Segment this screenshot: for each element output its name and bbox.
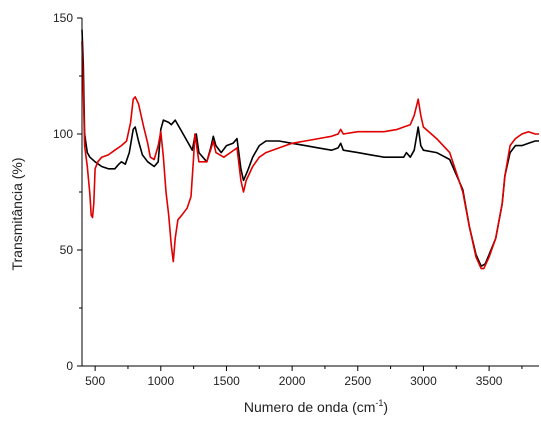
y-tick-label: 150 [53, 11, 73, 25]
x-axis-title: Numero de onda (cm-1) [244, 398, 388, 415]
x-tick-label: 3000 [410, 374, 437, 388]
x-tick-label: 2500 [344, 374, 371, 388]
x-axis-title-superscript: -1 [375, 398, 383, 408]
y-axis-title: Transmitância (%) [9, 157, 25, 270]
plot-area [81, 29, 539, 270]
x-axis-title-close: ) [383, 399, 388, 415]
series-line-2 [81, 41, 539, 270]
x-tick-label: 500 [85, 374, 105, 388]
x-tick-label: 1000 [147, 374, 174, 388]
y-tick-label: 50 [60, 243, 74, 257]
x-axis-title-main: Numero de onda (cm [244, 399, 376, 415]
axes: 0 50 100 150 500 1000 1500 2000 2500 3000 3500 [53, 11, 539, 388]
y-tick-label: 100 [53, 127, 73, 141]
y-tick-label: 0 [66, 359, 73, 373]
x-tick-label: 1500 [213, 374, 240, 388]
x-tick-label: 2000 [279, 374, 306, 388]
x-tick-label: 3500 [476, 374, 503, 388]
